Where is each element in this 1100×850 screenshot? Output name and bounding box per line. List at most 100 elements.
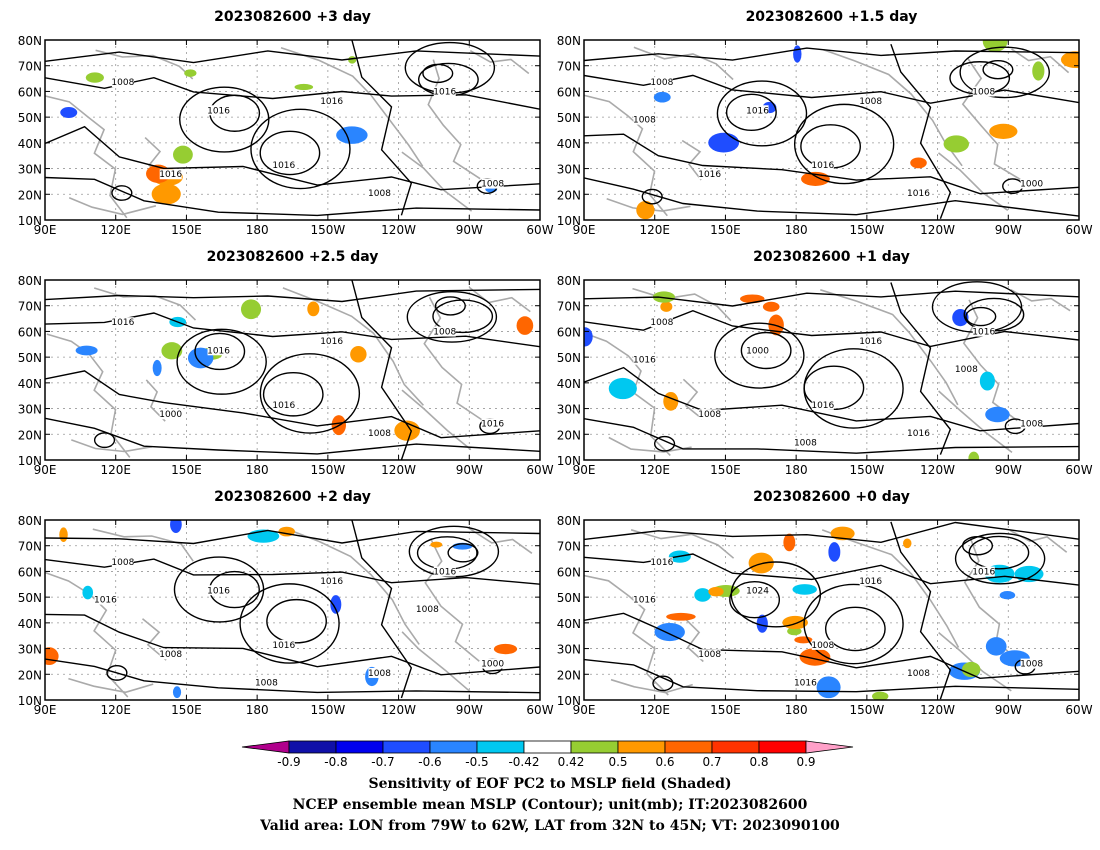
lon-tick-label: 180: [785, 703, 808, 717]
lon-tick-label: 120E: [100, 223, 131, 237]
lat-tick-label: 50N: [18, 591, 42, 605]
colorbar-arrow-right: [805, 740, 854, 754]
contour-label-bg: [320, 575, 343, 586]
contour-label: 1016: [859, 577, 882, 587]
lat-tick-label: 10N: [557, 454, 581, 468]
coastline: [610, 678, 693, 694]
coastline: [584, 574, 669, 696]
coastline: [468, 527, 533, 554]
contour-label: 1008: [368, 189, 391, 199]
contour-label: 1016: [272, 401, 295, 411]
colorbar-label: 0.42: [558, 755, 585, 769]
contour-label-bg: [794, 677, 817, 688]
mslp-contour: [961, 536, 994, 556]
lat-tick-label: 40N: [18, 617, 42, 631]
sensitivity-shade: [999, 591, 1016, 600]
contour-label-bg: [698, 649, 721, 660]
lat-tick-label: 70N: [18, 540, 42, 554]
mslp-contour: [890, 282, 952, 455]
sensitivity-shade: [151, 183, 181, 205]
coastline: [93, 287, 197, 321]
lat-tick-label: 60N: [557, 565, 581, 579]
footer-line-2: NCEP ensemble mean MSLP (Contour); unit(…: [292, 797, 808, 813]
mslp-contour: [803, 365, 865, 411]
colorbar-swatch: [429, 740, 478, 754]
mslp-contour: [729, 581, 781, 619]
mslp-contour: [45, 288, 540, 303]
lat-tick-label: 50N: [18, 351, 42, 365]
map-panel-6: 2023082600 +0 day 1016 1008 1016 1008 1016 100…: [557, 489, 1093, 717]
lat-tick-label: 40N: [18, 377, 42, 391]
contour-label-bg: [746, 585, 769, 596]
mslp-contour: [45, 370, 540, 439]
lat-tick-label: 20N: [18, 428, 42, 442]
sensitivity-shade: [294, 83, 314, 91]
mslp-contour: [584, 658, 1079, 693]
lon-tick-label: 150E: [171, 703, 202, 717]
contour-label-bg: [955, 364, 978, 374]
lat-tick-label: 70N: [18, 60, 42, 74]
mslp-contour: [963, 297, 1025, 332]
contour-label-bg: [433, 566, 456, 577]
lon-tick-label: 180: [246, 703, 269, 717]
sensitivity-shade: [608, 377, 637, 400]
panel-plot-area: 1016 1008 1016 1008 1016 1008 1024 1008 1016 1016: [584, 520, 1079, 700]
contour-label: 1016: [972, 568, 995, 578]
lat-tick-label: 40N: [557, 377, 581, 391]
colorbar-swatch: [288, 740, 337, 754]
sensitivity-shade: [516, 316, 534, 335]
coastline: [401, 631, 471, 693]
lat-tick-label: 60N: [557, 85, 581, 99]
contour-label-bg: [94, 594, 117, 605]
mslp-contour: [584, 290, 1079, 307]
panel-frame: [583, 39, 1080, 221]
contour-label-bg: [1020, 178, 1043, 189]
contour-label: 1008: [481, 180, 504, 190]
contour-label-bg: [811, 399, 834, 410]
panel-plot-area: 1016 1016 1008 1000 1016 1016 1016 1008: [45, 280, 540, 460]
sensitivity-shade: [793, 45, 802, 63]
sensitivity-shade: [783, 533, 796, 552]
mslp-contour: [259, 130, 321, 176]
contour-label: 1016: [94, 596, 117, 606]
contour-label: 1008: [416, 605, 439, 615]
lon-tick-label: 120W: [381, 223, 416, 237]
mslp-contour: [45, 529, 540, 545]
contour-label: 1016: [272, 161, 295, 171]
lat-tick-label: 30N: [18, 163, 42, 177]
coastline: [424, 538, 480, 662]
mslp-contour: [259, 353, 361, 434]
panel-plot-area: 1008 1016 1016 1008 1016 1008 1000 1016 1016 1008…: [584, 280, 1079, 460]
lat-tick-label: 80N: [18, 514, 42, 528]
lon-tick-label: 180: [246, 223, 269, 237]
lon-tick-label: 60W: [1065, 223, 1092, 237]
lon-tick-label: 60W: [526, 223, 553, 237]
contour-label-bg: [272, 639, 295, 650]
sensitivity-shade: [82, 585, 94, 600]
contour-label: 1016: [650, 558, 673, 568]
contour-label: 1000: [481, 660, 504, 670]
contour-label-bg: [811, 159, 834, 170]
contour-label: 1016: [907, 429, 930, 439]
coastline: [962, 299, 1018, 422]
mslp-contour: [45, 50, 540, 64]
contour-label: 1016: [433, 88, 456, 98]
mslp-contour: [803, 583, 904, 665]
contour-label: 1016: [481, 420, 504, 430]
coastline: [469, 286, 531, 313]
sensitivity-shade: [170, 520, 182, 534]
sensitivity-shade: [663, 391, 679, 411]
mslp-contour: [266, 598, 327, 644]
colorbar-label: -0.7: [371, 755, 394, 769]
lon-tick-label: 120W: [920, 223, 955, 237]
mslp-contour: [824, 606, 886, 652]
mslp-contour: [584, 177, 1079, 217]
colorbar-label: 0.5: [608, 755, 627, 769]
panel-title: 2023082600 +1 day: [753, 249, 910, 265]
lat-tick-label: 30N: [18, 643, 42, 657]
contour-label: 1008: [955, 365, 978, 375]
lon-tick-label: 90E: [34, 223, 57, 237]
sensitivity-shade: [985, 637, 1007, 656]
sensitivity-shade: [45, 647, 59, 666]
